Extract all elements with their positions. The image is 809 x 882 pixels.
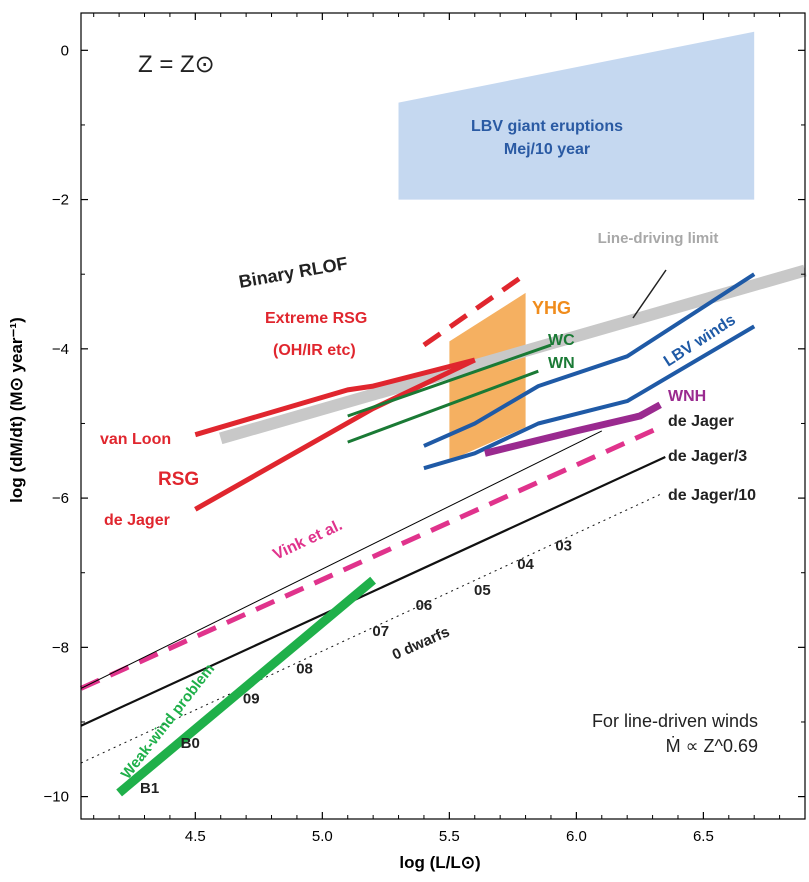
vink-label: Vink et al. bbox=[271, 517, 346, 564]
y-tick-label: 0 bbox=[61, 42, 69, 59]
x-tick-label: 5.0 bbox=[312, 828, 333, 845]
wn-label: WN bbox=[548, 355, 575, 372]
y-tick-label: −8 bbox=[52, 639, 69, 656]
y-tick-label: −10 bbox=[44, 789, 69, 806]
series-lbv-winds-upper bbox=[423, 272, 756, 448]
spectral-type-08: 08 bbox=[296, 660, 313, 677]
spectral-type-07: 07 bbox=[372, 623, 389, 640]
y-tick-label: −2 bbox=[52, 192, 69, 209]
note-line-1: For line-driven winds bbox=[592, 711, 758, 731]
series-weak-wind-problem bbox=[116, 576, 376, 797]
y-tick-label: −6 bbox=[52, 490, 69, 507]
region-lbv-giant-eruptions bbox=[398, 31, 755, 200]
x-axis-label: log (L/L⊙) bbox=[399, 853, 480, 872]
plot-frame bbox=[80, 12, 806, 820]
axis-ticks: 4.5 5.0 5.5 6.0 6.5 0 −2 −4 −6 −8 −10 bbox=[44, 13, 805, 845]
y-tick-label: −4 bbox=[52, 341, 69, 358]
de-jager-10-label: de Jager/10 bbox=[668, 487, 756, 504]
spectral-type-03: 03 bbox=[555, 537, 572, 554]
wc-label: WC bbox=[548, 332, 575, 349]
series-lbv-winds-lower bbox=[423, 324, 756, 471]
note-line-2: Ṁ ∝ Z^0.69 bbox=[666, 736, 758, 756]
spectral-type-06: 06 bbox=[416, 597, 433, 614]
x-tick-label: 4.5 bbox=[185, 828, 206, 845]
spectral-type-b1: B1 bbox=[140, 780, 159, 797]
series-extreme-rsg bbox=[422, 272, 528, 348]
series-wnh bbox=[484, 401, 662, 457]
yhg-label: YHG bbox=[532, 298, 571, 318]
series-wc bbox=[347, 343, 552, 418]
series-vink-et-al bbox=[79, 424, 662, 691]
spectral-type-b0: B0 bbox=[181, 735, 200, 752]
rsg-de-jager-label: de Jager bbox=[104, 512, 170, 529]
spectral-type-05: 05 bbox=[474, 582, 491, 599]
de-jager-label: de Jager bbox=[668, 413, 734, 430]
line-driving-limit-pointer bbox=[632, 269, 667, 319]
region-yhg bbox=[449, 292, 526, 461]
series-de-jager-3 bbox=[80, 456, 666, 727]
wnh-label: WNH bbox=[668, 388, 706, 405]
y-axis-label: log (dM/dt) (M⊙ year⁻¹) bbox=[7, 317, 26, 503]
rsg-label: RSG bbox=[158, 469, 199, 490]
binary-rlof-label: Binary RLOF bbox=[237, 253, 349, 292]
spectral-type-labels: 03 04 05 06 07 08 09 B0 B1 bbox=[140, 537, 572, 797]
x-tick-label: 5.5 bbox=[439, 828, 460, 845]
lbv-eruptions-label: LBV giant eruptions bbox=[471, 118, 623, 135]
series-de-jager-10 bbox=[80, 493, 661, 764]
extreme-rsg-sublabel: (OH/IR etc) bbox=[273, 342, 356, 359]
lbv-eruptions-sublabel: Mej/10 year bbox=[504, 141, 590, 158]
van-loon-label: van Loon bbox=[100, 431, 171, 448]
series-de-jager bbox=[80, 430, 603, 689]
de-jager-3-label: de Jager/3 bbox=[668, 448, 747, 465]
series-van-loon bbox=[194, 357, 476, 438]
x-tick-label: 6.5 bbox=[693, 828, 714, 845]
line-driving-limit-label: Line-driving limit bbox=[598, 230, 719, 247]
o-dwarfs-label: 0 dwarfs bbox=[390, 623, 453, 663]
regions bbox=[398, 31, 755, 461]
metallicity-label: Z = Z⊙ bbox=[138, 51, 215, 78]
series-lines bbox=[79, 264, 807, 797]
series-wn bbox=[347, 369, 539, 444]
extreme-rsg-label: Extreme RSG bbox=[265, 310, 367, 327]
spectral-type-04: 04 bbox=[517, 556, 534, 573]
x-tick-label: 6.0 bbox=[566, 828, 587, 845]
series-line-driving-limit bbox=[219, 264, 807, 445]
spectral-type-09: 09 bbox=[243, 690, 260, 707]
